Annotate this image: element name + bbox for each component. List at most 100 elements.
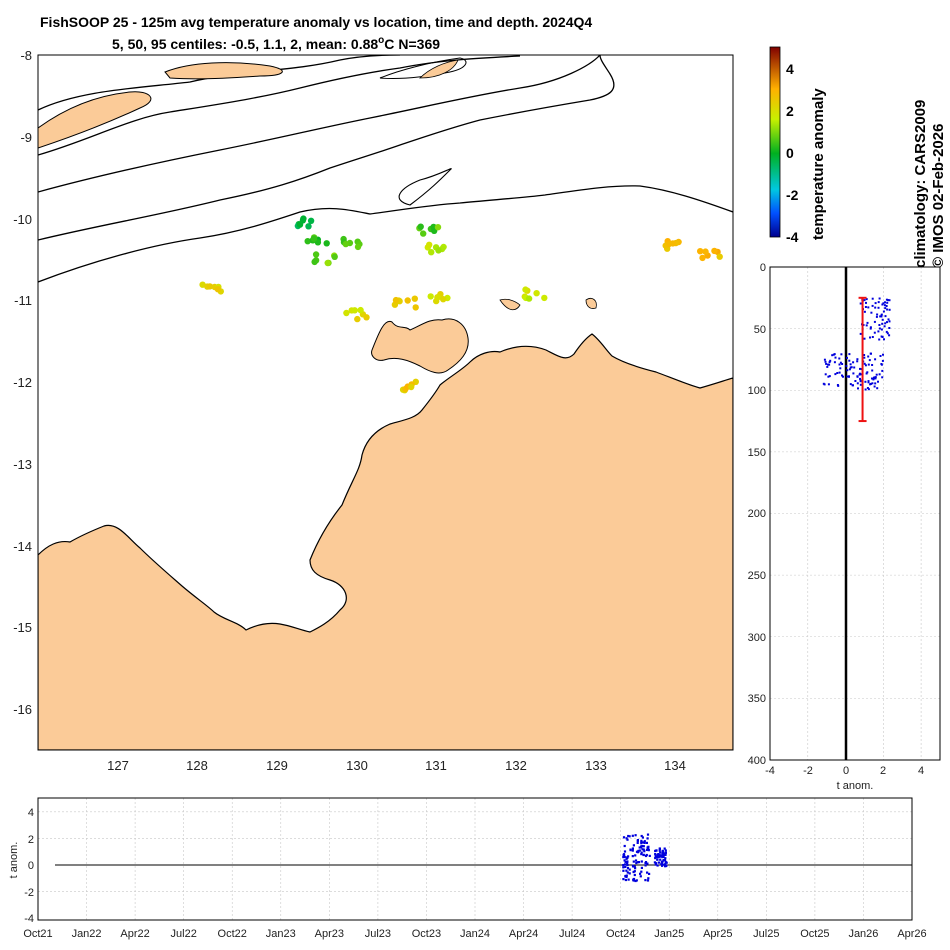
- ts-xtick: Jan24: [460, 928, 490, 940]
- ts-xtick: Oct25: [800, 928, 829, 940]
- depth-xtick: 0: [843, 765, 849, 777]
- subtitle-count: N=369: [398, 36, 440, 52]
- ts-observation-marker: [641, 841, 644, 844]
- ts-observation-marker: [655, 856, 658, 859]
- ts-ytick: -4: [24, 913, 34, 925]
- depth-observation-marker: [848, 359, 851, 362]
- depth-observation-marker: [838, 371, 841, 374]
- depth-errorbar: [858, 296, 867, 423]
- ts-observation-marker: [656, 858, 659, 861]
- northern-island-west: [164, 62, 283, 80]
- map-observation-marker: [363, 314, 370, 321]
- depth-observation-marker: [871, 364, 874, 366]
- map-xtick: 130: [346, 758, 368, 773]
- map-ytick: -16: [13, 702, 32, 717]
- bathymetry-contour-200m: [38, 55, 615, 241]
- ts-observation-marker: [659, 855, 662, 858]
- ts-observation-marker: [661, 863, 664, 866]
- depth-observation-marker: [867, 381, 870, 384]
- ts-observation-marker: [633, 870, 636, 873]
- depth-observation-marker: [869, 336, 871, 339]
- depth-observation-marker: [827, 375, 830, 378]
- map-observation-marker: [522, 286, 529, 293]
- depth-observation-marker: [863, 337, 866, 340]
- ts-observation-marker: [664, 852, 667, 855]
- ts-observation-marker: [631, 849, 634, 852]
- depth-observation-marker: [886, 321, 888, 324]
- map-observation-marker: [305, 223, 312, 230]
- depth-observation-marker: [832, 353, 835, 356]
- map-ytick: -8: [20, 48, 32, 63]
- depth-observation-marker: [850, 366, 853, 369]
- depth-observation-marker: [878, 373, 881, 376]
- depth-observation-marker: [878, 338, 881, 341]
- ts-observation-marker: [631, 855, 634, 858]
- map-y-ticks: -8 -9 -10 -11 -12 -13 -14 -15 -16: [13, 48, 32, 717]
- depth-observation-marker: [846, 369, 849, 372]
- ts-observation-marker: [661, 864, 664, 867]
- ts-observation-marker: [638, 849, 641, 852]
- depth-observation-marker: [881, 359, 884, 362]
- ts-observation-marker: [646, 862, 649, 865]
- map-xtick: 134: [664, 758, 686, 773]
- timeseries-panel: 4 2 0 -2 -4 t anom. Oct21 Jan22 Apr22 Jul22…: [8, 797, 927, 940]
- depth-observation-marker: [871, 297, 874, 300]
- depth-observation-marker: [879, 315, 882, 318]
- ts-ytick: 4: [28, 807, 34, 819]
- depth-observation-marker: [884, 322, 887, 325]
- map-observation-marker: [342, 240, 349, 248]
- depth-observation-marker: [867, 363, 870, 366]
- bathymetry-contour-deep: [38, 185, 733, 283]
- ts-observation-marker: [634, 859, 638, 862]
- map-observation-marker: [427, 293, 434, 300]
- ts-observation-marker: [640, 834, 643, 838]
- ts-observation-marker: [626, 856, 629, 859]
- ts-observation-marker: [633, 873, 636, 877]
- depth-observation-marker: [828, 361, 831, 364]
- ts-xtick: Jul23: [365, 928, 391, 940]
- depth-observation-marker: [858, 373, 861, 376]
- ts-observation-marker: [633, 865, 636, 868]
- depth-observation-marker: [824, 360, 827, 363]
- ts-observation-marker: [640, 870, 643, 873]
- map-ytick: -14: [13, 539, 32, 554]
- depth-observation-marker: [888, 308, 891, 311]
- map-observation-marker: [412, 304, 419, 311]
- depth-ytick: 250: [748, 570, 766, 582]
- depth-observation-marker: [825, 362, 828, 365]
- map-observation-marker: [310, 235, 318, 242]
- map-observation-marker: [307, 217, 315, 224]
- ts-observation-marker: [656, 856, 660, 859]
- ts-observation-marker: [622, 864, 625, 867]
- map-observation-marker: [214, 286, 222, 293]
- depth-observation-marker: [839, 361, 842, 364]
- depth-observation-marker: [888, 299, 891, 302]
- map-observation-marker: [434, 224, 442, 231]
- ts-observation-marker: [659, 854, 663, 857]
- depth-observation-marker: [864, 388, 867, 391]
- ts-observation-marker: [631, 834, 634, 837]
- figure-title: FishSOOP 25 - 125m avg temperature anoma…: [40, 14, 592, 30]
- depth-observation-marker: [880, 328, 883, 331]
- depth-observation-marker: [867, 380, 870, 383]
- depth-observation-marker: [881, 376, 884, 379]
- timeseries-frame: [37, 797, 913, 921]
- ts-observation-marker: [634, 854, 637, 857]
- depth-observation-marker: [870, 311, 873, 314]
- map-observation-marker: [392, 296, 400, 304]
- ts-observation-marker: [624, 878, 627, 882]
- depth-ytick: 100: [748, 385, 766, 397]
- ts-observation-marker: [636, 839, 639, 843]
- ts-observation-marker: [661, 852, 664, 855]
- ts-observation-marker: [664, 849, 667, 852]
- depth-xtick: 4: [918, 765, 924, 777]
- map-ytick: -9: [20, 130, 32, 145]
- map-xtick: 132: [505, 758, 527, 773]
- ts-ylabel: t anom.: [8, 842, 20, 879]
- map-observation-marker: [669, 240, 676, 247]
- depth-observation-marker: [877, 301, 880, 304]
- ts-observation-marker: [632, 870, 635, 874]
- depth-observation-marker: [841, 374, 843, 377]
- colorbar-tick: -2: [786, 187, 799, 203]
- depth-observation-marker: [856, 382, 859, 385]
